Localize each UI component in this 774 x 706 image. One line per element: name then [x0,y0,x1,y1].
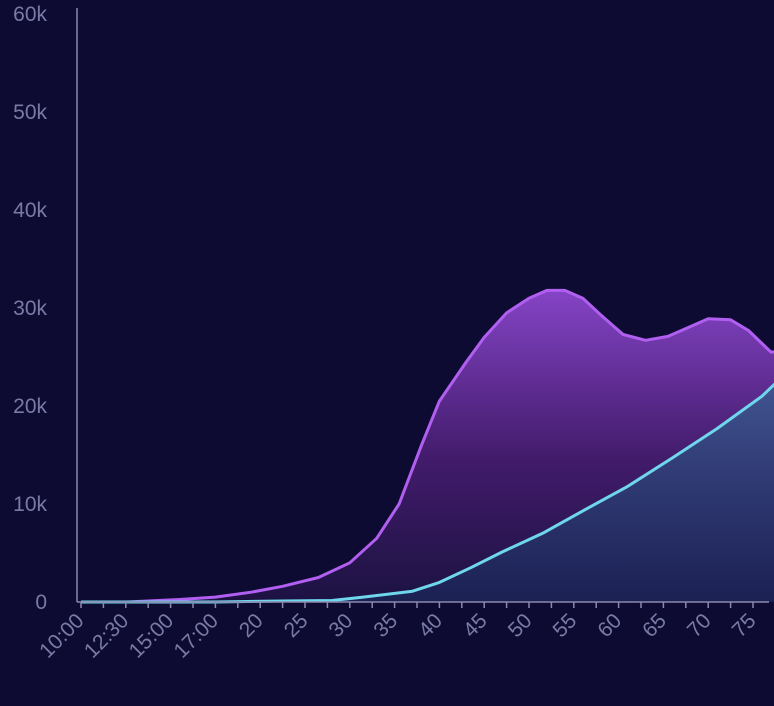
x-tick-label: 35 [369,609,402,642]
series-2-area [81,384,774,602]
x-tick-label: 17:00 [170,609,223,662]
y-tick-label: 40k [13,199,47,222]
x-tick-label: 55 [549,609,582,642]
y-tick-label: 50k [13,101,47,124]
x-tick-label: 15:00 [125,609,178,662]
x-tick-label: 60 [593,609,626,642]
series-2-line [81,382,774,604]
x-tick-label: 40 [414,609,447,642]
y-tick-label: 10k [13,493,47,516]
y-tick-label: 0 [35,591,47,614]
series-1-line [81,288,774,604]
x-tick-label: 75 [728,609,761,642]
x-tick-label: 50 [504,609,537,642]
x-tick-label: 65 [638,609,671,642]
x-tick-label: 45 [459,609,492,642]
x-tick-label: 12:30 [80,609,133,662]
y-tick-label: 30k [13,297,47,320]
series-layer [81,288,774,604]
y-tick-label: 60k [13,3,47,26]
x-tick-label: 30 [325,609,358,642]
x-tick-label: 70 [683,609,716,642]
x-tick-label: 10:00 [35,609,88,662]
y-axis-tick-labels: 0 10k 20k 30k 40k 50k 60k [13,3,47,614]
x-tick-label: 25 [280,609,313,642]
x-tick-label: 20 [235,609,268,642]
y-tick-label: 20k [13,395,47,418]
